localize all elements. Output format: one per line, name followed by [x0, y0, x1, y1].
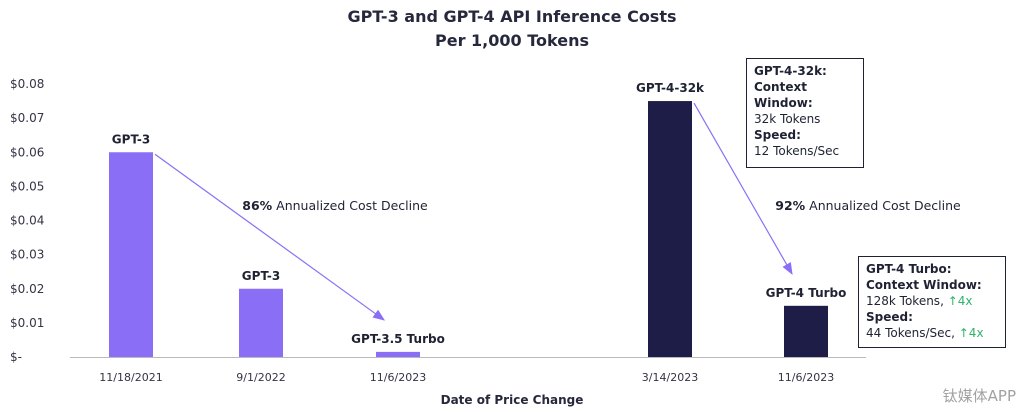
decline-percent: 92% [775, 198, 805, 213]
chart-title-line-1: GPT-3 and GPT-4 API Inference Costs [348, 7, 677, 26]
x-tick-label: 9/1/2022 [236, 371, 285, 384]
bar-1 [239, 288, 283, 357]
bar-label: GPT-3.5 Turbo [351, 332, 445, 346]
y-tick-label: $0.01 [10, 316, 44, 330]
bar-label: GPT-3 [112, 132, 150, 146]
bar-0 [109, 152, 153, 357]
gpt4-turbo-speed-label: Speed: [866, 310, 913, 324]
gpt4-turbo-box-title: GPT-4 Turbo: [866, 262, 952, 276]
chart-title-line-2: Per 1,000 Tokens [435, 31, 589, 50]
watermark: 钛媒体APP [942, 387, 1016, 405]
bar-label: GPT-4 Turbo [766, 286, 847, 300]
context-gain-badge: ↑4x [947, 294, 973, 308]
gpt4-turbo-context-row: 128k Tokens, ↑4x [866, 293, 998, 309]
decline-text: Annualized Cost Decline [272, 198, 428, 213]
y-tick-label: $0.04 [10, 214, 44, 228]
gpt4-32k-box-title: GPT-4-32k: [754, 64, 827, 78]
bar-2 [376, 351, 420, 357]
gpt4-32k-context-label: Context Window: [754, 80, 813, 110]
decline-arrow [154, 153, 385, 321]
gpt4-32k-info-box: GPT-4-32k: Context Window: 32k Tokens Sp… [746, 58, 864, 168]
bar-3 [648, 101, 692, 357]
decline-annotation: 86% Annualized Cost Decline [242, 198, 428, 213]
x-tick-label: 11/6/2023 [778, 371, 834, 384]
y-tick-label: $0.07 [10, 111, 44, 125]
gpt4-turbo-speed-row: 44 Tokens/Sec, ↑4x [866, 325, 998, 341]
x-tick-label: 11/6/2023 [370, 371, 426, 384]
bar-label: GPT-4-32k [636, 81, 705, 95]
gpt4-turbo-context-value: 128k Tokens, [866, 294, 948, 308]
y-tick-label: $0.02 [10, 282, 44, 296]
y-tick-label: $0.03 [10, 248, 44, 262]
y-tick-label: $0.05 [10, 179, 44, 193]
x-axis-title: Date of Price Change [441, 393, 584, 407]
decline-arrow [693, 102, 793, 275]
gpt4-32k-speed-label: Speed: [754, 128, 801, 142]
decline-percent: 86% [242, 198, 272, 213]
decline-annotation: 92% Annualized Cost Decline [775, 198, 961, 213]
y-tick-label: $- [10, 350, 22, 364]
gpt4-turbo-context-label: Context Window: [866, 278, 982, 292]
y-tick-label: $0.08 [10, 77, 44, 91]
decline-text: Annualized Cost Decline [805, 198, 961, 213]
y-tick-label: $0.06 [10, 145, 44, 159]
x-tick-label: 3/14/2023 [642, 371, 698, 384]
bar-label: GPT-3 [242, 269, 280, 283]
gpt4-32k-speed-value: 12 Tokens/Sec [754, 144, 840, 158]
gpt4-32k-context-value: 32k Tokens [754, 112, 821, 126]
bar-4 [784, 305, 828, 357]
speed-gain-badge: ↑4x [958, 326, 984, 340]
gpt4-turbo-info-box: GPT-4 Turbo: Context Window: 128k Tokens… [858, 256, 1006, 348]
gpt4-turbo-speed-value: 44 Tokens/Sec, [866, 326, 959, 340]
x-tick-label: 11/18/2021 [99, 371, 162, 384]
